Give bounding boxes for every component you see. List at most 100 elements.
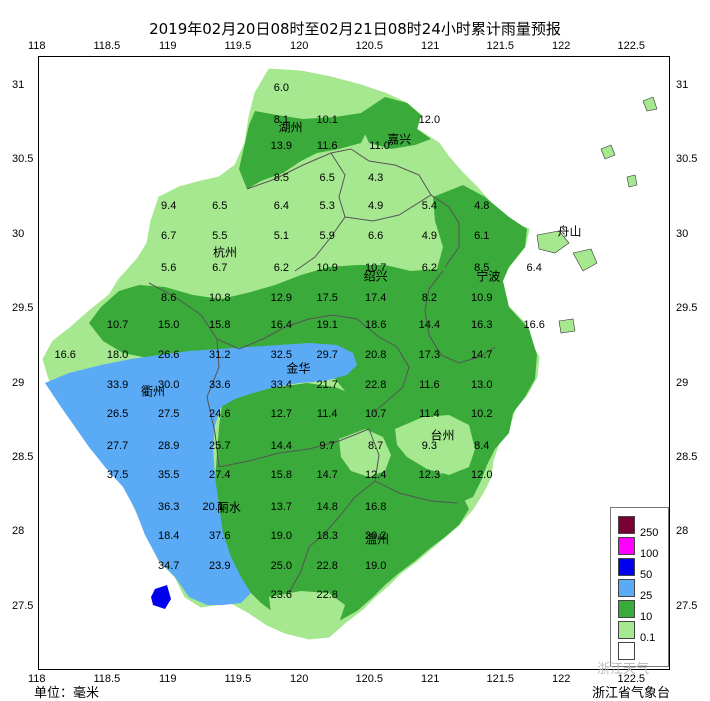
light-green-pocket-center (339, 429, 391, 477)
rainfall-value: 36.3 (157, 500, 180, 513)
city-name: 杭州 (213, 245, 238, 260)
city-name: 丽水 (216, 500, 241, 515)
y-tick-left: 31 (12, 78, 25, 91)
legend-swatch (618, 537, 635, 555)
rainfall-value: 16.6 (54, 348, 76, 361)
rainfall-value: 19.1 (316, 319, 338, 332)
y-tick-right: 28 (676, 525, 689, 538)
rainfall-value: 13.0 (471, 378, 493, 391)
x-tick-bottom: 121 (421, 673, 440, 685)
legend-swatch (618, 579, 635, 597)
dark-blue-rain-spot (151, 585, 171, 609)
rainfall-value: 16.6 (523, 319, 545, 332)
rainfall-value: 10.7 (364, 262, 387, 275)
legend: 250 100 50 25 10 0.1 (610, 507, 669, 667)
rainfall-value: 12.4 (364, 469, 387, 482)
rainfall-value: 6.0 (273, 82, 289, 95)
x-tick-top: 118.5 (93, 40, 121, 52)
rainfall-value: 8.7 (368, 439, 384, 452)
rainfall-value: 14.7 (471, 348, 493, 361)
rainfall-value: 6.1 (474, 229, 490, 242)
rainfall-value: 4.9 (368, 199, 384, 212)
x-tick-bottom: 121.5 (486, 673, 515, 685)
rainfall-value: 17.4 (364, 292, 387, 305)
rainfall-value: 10.7 (364, 408, 387, 421)
rainfall-value: 4.9 (421, 229, 438, 242)
x-tick-bottom: 122.5 (617, 673, 646, 685)
legend-swatch (618, 558, 635, 576)
y-tick-right: 29 (676, 376, 689, 389)
x-tick-bottom: 119 (159, 673, 177, 685)
rainfall-value: 12.0 (471, 469, 493, 482)
x-tick-top: 121 (421, 40, 440, 52)
rainfall-value: 6.2 (421, 262, 438, 275)
rainfall-value: 19.0 (364, 560, 387, 573)
rainfall-value: 6.5 (319, 171, 335, 184)
rainfall-value: 5.5 (212, 229, 228, 242)
rainfall-value: 20.2 (364, 530, 387, 543)
legend-swatch (618, 516, 635, 534)
x-tick-top: 120.5 (355, 40, 384, 52)
rainfall-value: 14.7 (316, 469, 338, 482)
rainfall-value: 37.6 (209, 530, 231, 543)
rainfall-value: 8.6 (161, 292, 177, 305)
rainfall-value: 29.7 (316, 348, 338, 361)
rainfall-value: 17.3 (418, 348, 441, 361)
rainfall-value: 6.2 (273, 262, 289, 275)
y-tick-left: 30.5 (12, 153, 34, 166)
rainfall-map (42, 68, 658, 640)
rainfall-value: 6.6 (368, 229, 384, 242)
legend-label: 100 (640, 548, 659, 560)
y-tick-left: 27.5 (12, 599, 34, 612)
rainfall-value: 11.4 (419, 408, 440, 421)
x-tick-top: 119.5 (224, 40, 252, 52)
rainfall-value: 24.6 (209, 408, 231, 421)
light-green-pocket-south (269, 591, 345, 631)
rainfall-value: 19.0 (270, 530, 293, 543)
rainfall-value: 6.7 (161, 229, 177, 242)
rainfall-value: 27.7 (106, 439, 129, 452)
rainfall-value: 13.9 (270, 140, 293, 153)
y-tick-right: 31 (676, 78, 689, 91)
y-tick-left: 30 (12, 227, 25, 240)
source-label: 浙江省气象台 (592, 686, 671, 701)
x-tick-top: 119 (159, 40, 177, 52)
x-tick-top: 122 (552, 40, 571, 52)
y-tick-left: 29.5 (12, 302, 34, 315)
x-tick-bottom: 118 (28, 673, 46, 685)
rainfall-value: 35.5 (157, 469, 180, 482)
rainfall-value: 14.4 (418, 319, 441, 332)
legend-label: 0.1 (640, 632, 656, 644)
legend-label: 10 (640, 611, 653, 623)
rainfall-value: 28.9 (157, 439, 180, 452)
x-tick-bottom: 120.5 (355, 673, 384, 685)
rainfall-value: 15.0 (157, 319, 180, 332)
rainfall-value: 14.4 (270, 439, 293, 452)
rainfall-value: 10.9 (471, 292, 493, 305)
rainfall-value: 10.1 (316, 113, 338, 126)
rainfall-value: 30.0 (157, 378, 180, 391)
city-name: 湖州 (278, 120, 303, 135)
rainfall-value: 8.5 (474, 262, 490, 275)
rainfall-value: 11.6 (316, 140, 338, 153)
rainfall-value: 9.3 (421, 439, 438, 452)
rainfall-value: 37.5 (106, 469, 129, 482)
rainfall-value: 25.7 (209, 439, 231, 452)
rainfall-value: 8.1 (273, 113, 289, 126)
rainfall-value: 23.6 (270, 588, 293, 601)
rainfall-value: 22.8 (316, 560, 338, 573)
rainfall-value: 11.6 (419, 378, 440, 391)
rainfall-value: 27.4 (209, 469, 231, 482)
rainfall-value: 12.7 (270, 408, 293, 421)
rainfall-value: 32.5 (270, 348, 293, 361)
light-green-pocket-taizhou (395, 415, 475, 475)
y-tick-left: 28 (12, 525, 25, 538)
legend-label: 250 (640, 527, 659, 539)
rainfall-value: 18.0 (106, 348, 129, 361)
rainfall-value: 18.4 (157, 530, 180, 543)
rainfall-value: 5.9 (319, 229, 335, 242)
green-band-jiaxing (361, 97, 431, 149)
y-tick-left: 29 (12, 376, 25, 389)
rainfall-value: 33.9 (106, 378, 129, 391)
rainfall-value: 33.6 (209, 378, 231, 391)
